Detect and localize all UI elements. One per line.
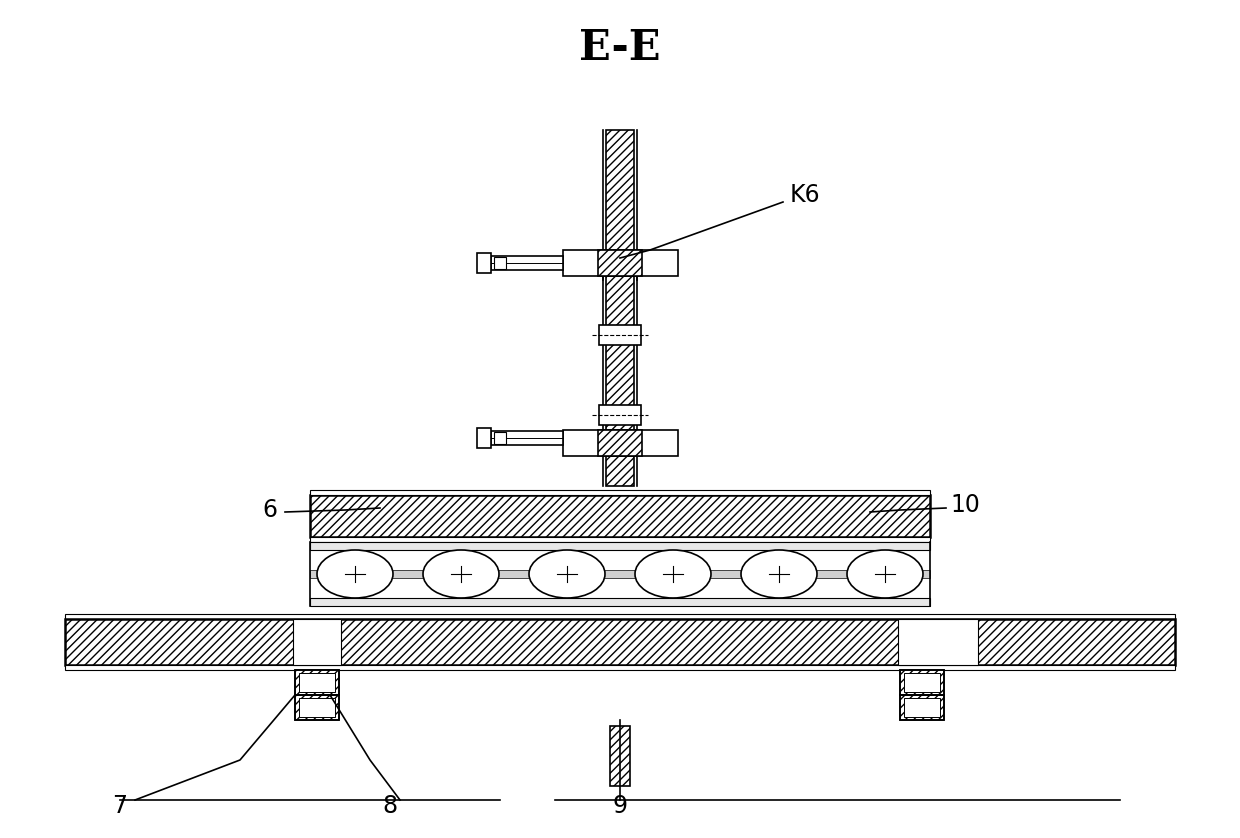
Ellipse shape <box>529 550 605 598</box>
Bar <box>477 428 491 448</box>
Bar <box>64 614 1176 619</box>
Text: 8: 8 <box>382 794 398 818</box>
Text: 9: 9 <box>613 794 627 818</box>
Text: 6: 6 <box>263 498 278 522</box>
Bar <box>64 665 1176 670</box>
Bar <box>310 495 930 537</box>
Bar <box>606 276 634 430</box>
Bar <box>491 431 563 445</box>
Bar <box>900 695 944 720</box>
Bar <box>904 698 940 717</box>
Text: E-E: E-E <box>579 27 661 69</box>
Bar <box>606 130 634 255</box>
Bar <box>477 253 491 273</box>
Ellipse shape <box>317 550 393 598</box>
Bar <box>563 430 678 456</box>
Bar <box>563 250 678 276</box>
Bar <box>299 698 335 717</box>
Bar <box>310 598 930 606</box>
Ellipse shape <box>847 550 923 598</box>
Text: K6: K6 <box>790 183 821 207</box>
Bar <box>64 619 1176 665</box>
Bar <box>606 456 634 486</box>
Bar <box>599 405 641 425</box>
Bar <box>299 673 335 692</box>
Ellipse shape <box>423 550 498 598</box>
Bar <box>900 695 944 720</box>
Bar <box>900 670 944 695</box>
Ellipse shape <box>635 550 711 598</box>
Bar <box>295 670 339 695</box>
Ellipse shape <box>742 550 817 598</box>
Bar <box>494 257 506 269</box>
Bar <box>310 490 930 495</box>
Bar <box>599 325 641 345</box>
Bar <box>310 542 930 550</box>
Bar <box>900 670 944 695</box>
Bar <box>295 670 339 695</box>
Bar <box>494 432 506 444</box>
Bar <box>610 726 630 786</box>
Bar <box>295 695 339 720</box>
Text: 7: 7 <box>113 794 128 818</box>
Text: 10: 10 <box>950 493 980 517</box>
Bar <box>295 695 339 720</box>
Bar <box>898 619 978 665</box>
Bar <box>293 619 341 665</box>
Bar <box>598 430 642 456</box>
Bar <box>598 250 642 276</box>
Bar <box>310 537 930 542</box>
Bar <box>310 570 930 578</box>
Bar <box>491 256 563 270</box>
Bar <box>904 673 940 692</box>
